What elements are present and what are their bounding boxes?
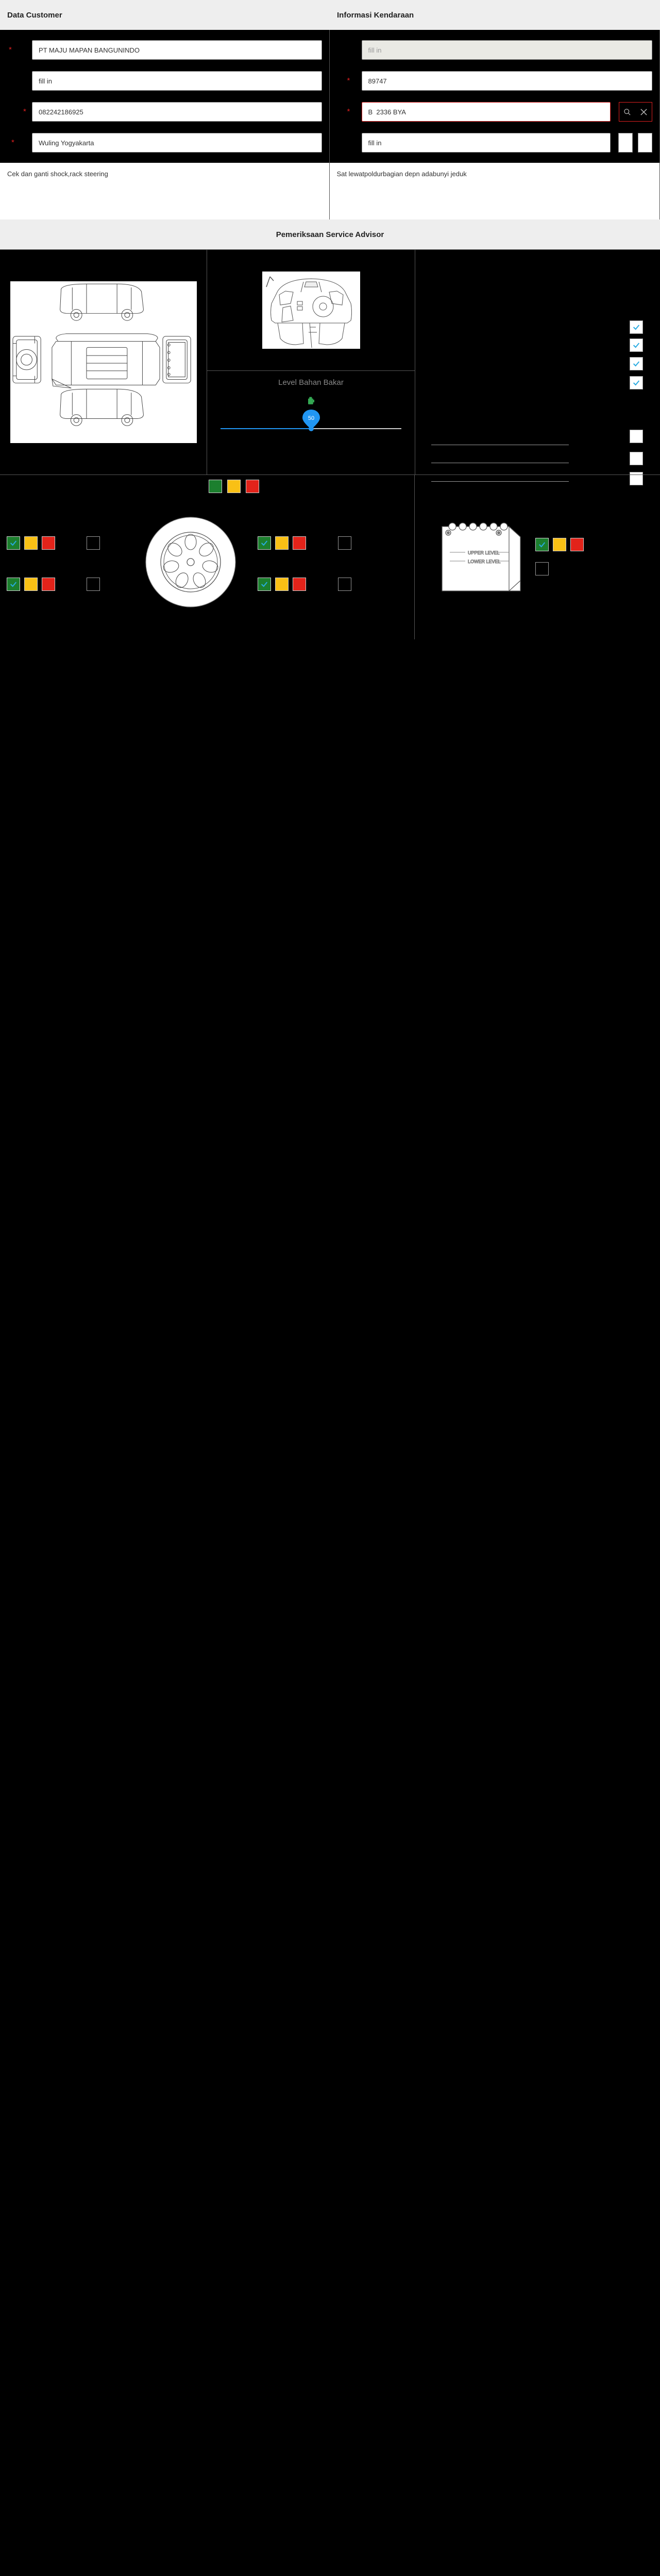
svg-text:50: 50 — [308, 415, 314, 421]
svg-text:UPPER LEVEL: UPPER LEVEL — [468, 550, 500, 555]
svg-text:LOWER LEVEL: LOWER LEVEL — [468, 559, 501, 564]
